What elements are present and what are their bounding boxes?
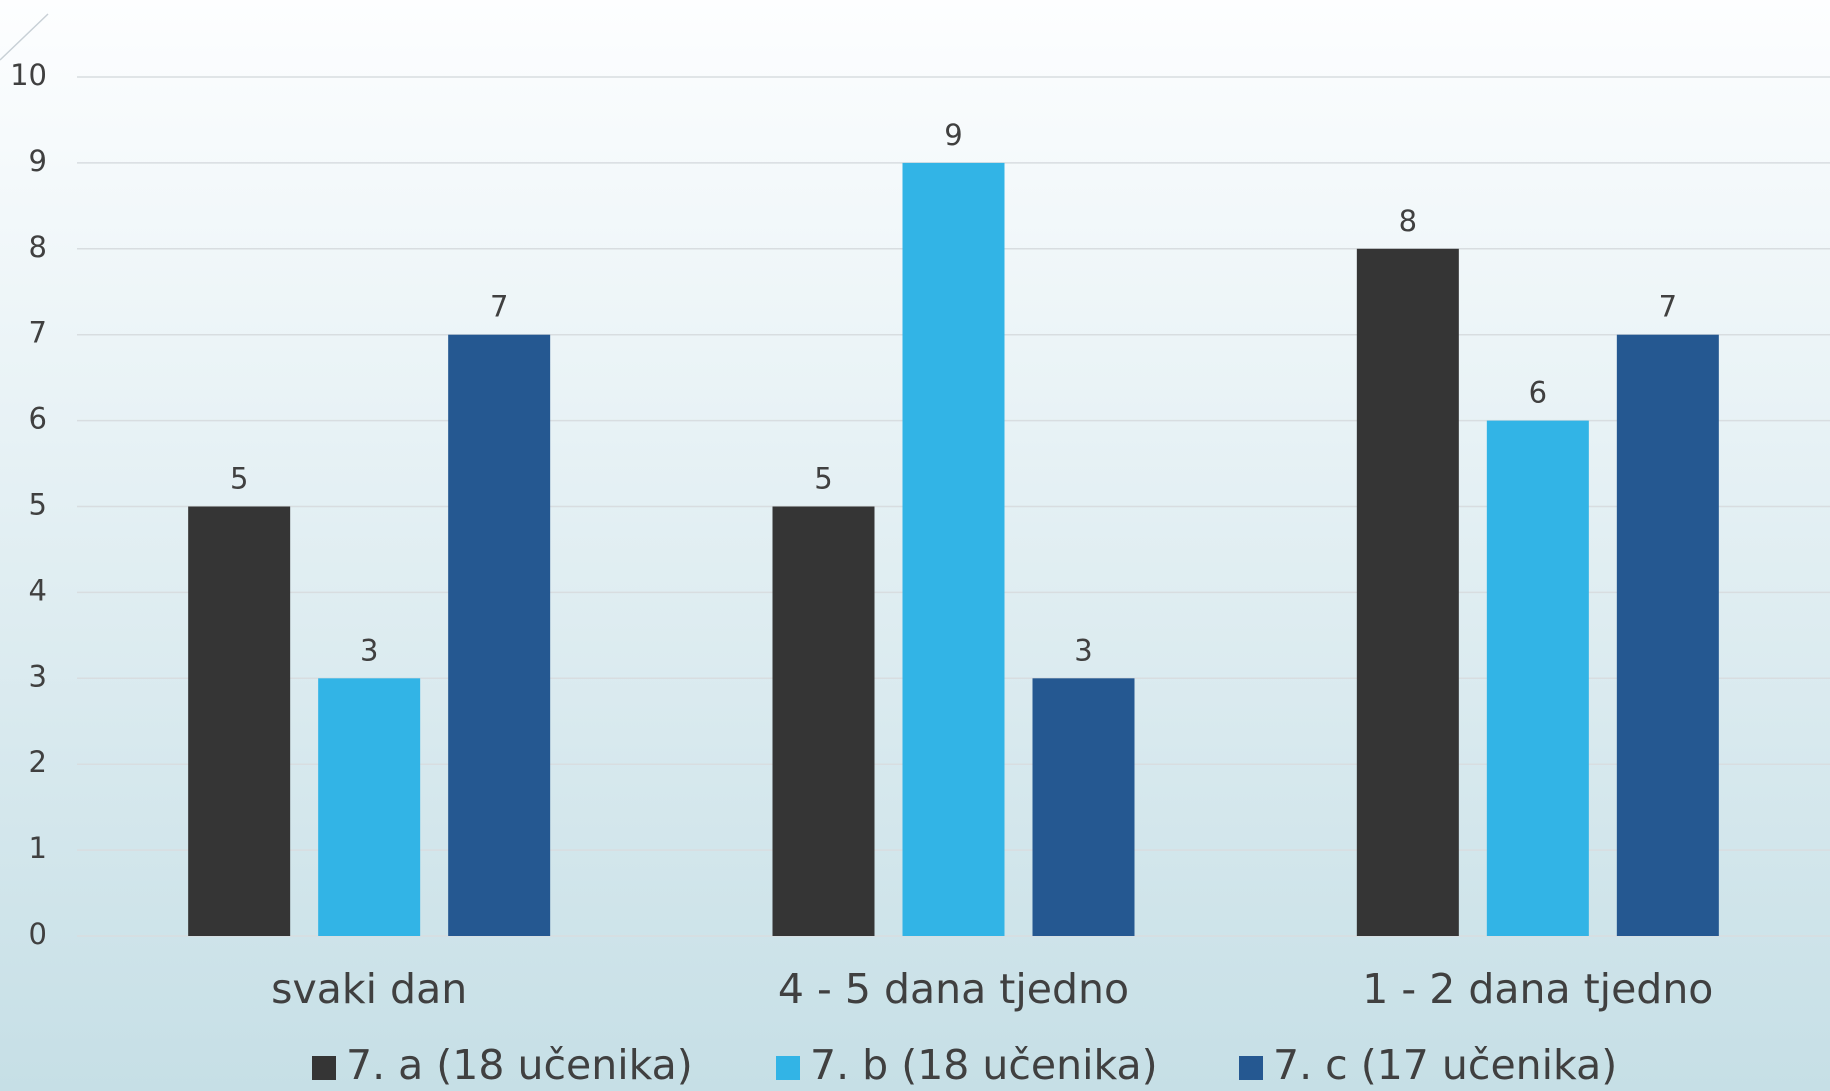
y-tick-label: 4 bbox=[29, 573, 47, 607]
y-tick-label: 7 bbox=[29, 316, 47, 350]
x-tick-label: svaki dan bbox=[271, 965, 467, 1013]
data-label: 7 bbox=[490, 290, 508, 324]
legend-label: 7. a (18 učenika) bbox=[346, 1041, 693, 1089]
data-label: 8 bbox=[1399, 204, 1417, 238]
legend-label: 7. c (17 učenika) bbox=[1273, 1041, 1617, 1089]
y-tick-label: 2 bbox=[29, 745, 47, 779]
data-label: 5 bbox=[814, 462, 832, 496]
y-tick-label: 10 bbox=[10, 58, 47, 92]
data-label: 7 bbox=[1659, 290, 1677, 324]
data-label: 9 bbox=[944, 118, 962, 152]
bar bbox=[188, 506, 291, 936]
data-label: 5 bbox=[230, 462, 248, 496]
y-tick-label: 6 bbox=[29, 402, 47, 436]
y-tick-label: 5 bbox=[29, 488, 47, 522]
legend-label: 7. b (18 učenika) bbox=[810, 1041, 1158, 1089]
data-label: 3 bbox=[360, 633, 378, 667]
legend-swatch bbox=[312, 1056, 336, 1080]
bar bbox=[1616, 334, 1719, 936]
y-tick-label: 9 bbox=[29, 144, 47, 178]
bar bbox=[1356, 248, 1459, 937]
legend-swatch bbox=[776, 1056, 800, 1080]
y-tick-label: 1 bbox=[29, 831, 47, 865]
x-tick-label: 1 - 2 dana tjedno bbox=[1362, 965, 1713, 1013]
bar bbox=[902, 162, 1005, 936]
x-tick-label: 4 - 5 dana tjedno bbox=[778, 965, 1129, 1013]
bar bbox=[1032, 678, 1135, 936]
decoration bbox=[0, 13, 49, 61]
legend-swatch bbox=[1239, 1056, 1263, 1080]
data-label: 6 bbox=[1529, 376, 1547, 410]
bar bbox=[318, 678, 421, 936]
bar bbox=[448, 334, 551, 936]
bar bbox=[1486, 420, 1589, 937]
bar bbox=[772, 506, 875, 936]
data-label: 3 bbox=[1074, 633, 1092, 667]
y-tick-label: 0 bbox=[29, 917, 47, 951]
y-tick-label: 8 bbox=[29, 230, 47, 264]
y-tick-label: 3 bbox=[29, 659, 47, 693]
